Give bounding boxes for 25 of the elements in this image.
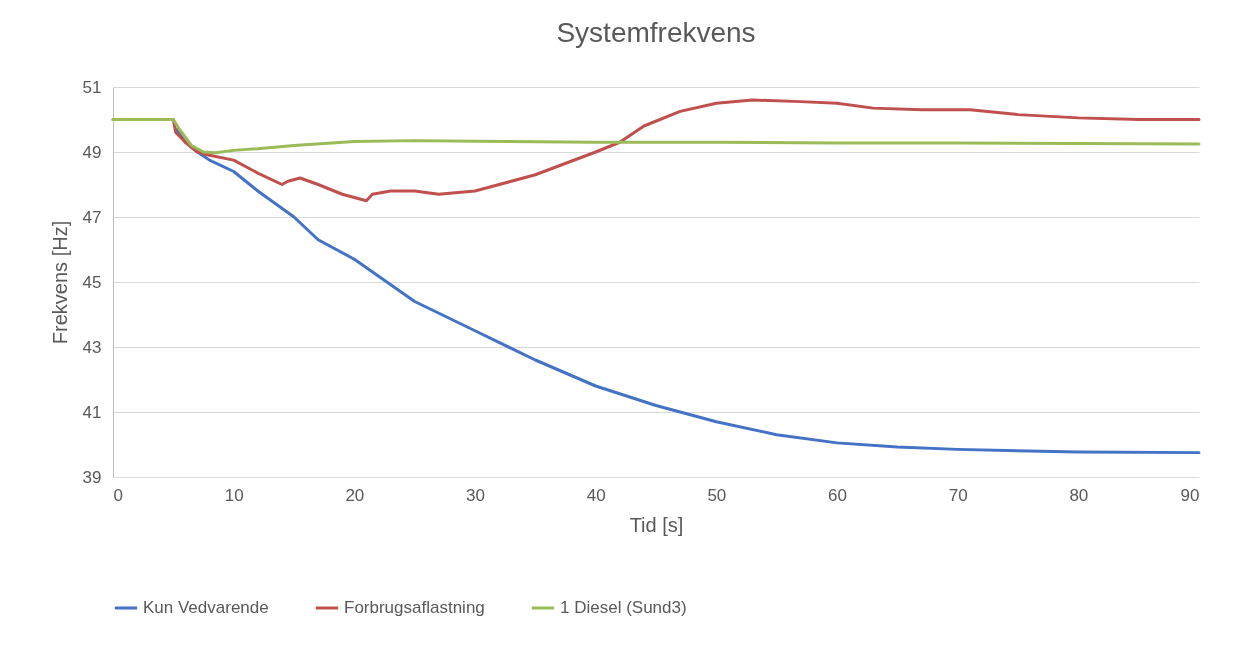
y-axis-title: Frekvens [Hz] — [48, 220, 71, 345]
x-tick-label: 30 — [466, 485, 485, 505]
y-tick-label: 47 — [82, 207, 102, 227]
x-tick-label: 10 — [224, 485, 244, 505]
legend-label: Kun Vedvarende — [143, 598, 269, 617]
x-tick-label: 70 — [948, 485, 968, 505]
x-tick-label: 40 — [586, 485, 606, 505]
x-tick-label: 20 — [345, 485, 365, 505]
chart-title: Systemfrekvens — [556, 17, 756, 48]
line-series — [175, 127, 1201, 455]
y-tick-label: 51 — [82, 77, 102, 97]
x-tick-label: 60 — [828, 485, 847, 505]
x-axis-title: Tid [s] — [629, 513, 684, 536]
x-tick-label: 50 — [707, 485, 727, 505]
x-tick-label: 80 — [1069, 485, 1089, 505]
legend-label: Forbrugsaflastning — [344, 598, 485, 617]
y-tick-label: 45 — [82, 272, 102, 292]
line-series — [111, 118, 1201, 155]
y-tick-label: 49 — [82, 142, 102, 162]
x-tick-label: 90 — [1180, 485, 1200, 505]
legend-label: 1 Diesel (Sund3) — [560, 598, 687, 617]
y-tick-label: 43 — [82, 337, 102, 357]
y-tick-label: 39 — [82, 467, 102, 487]
y-tick-label: 41 — [82, 402, 102, 422]
x-tick-label: 0 — [113, 485, 123, 505]
